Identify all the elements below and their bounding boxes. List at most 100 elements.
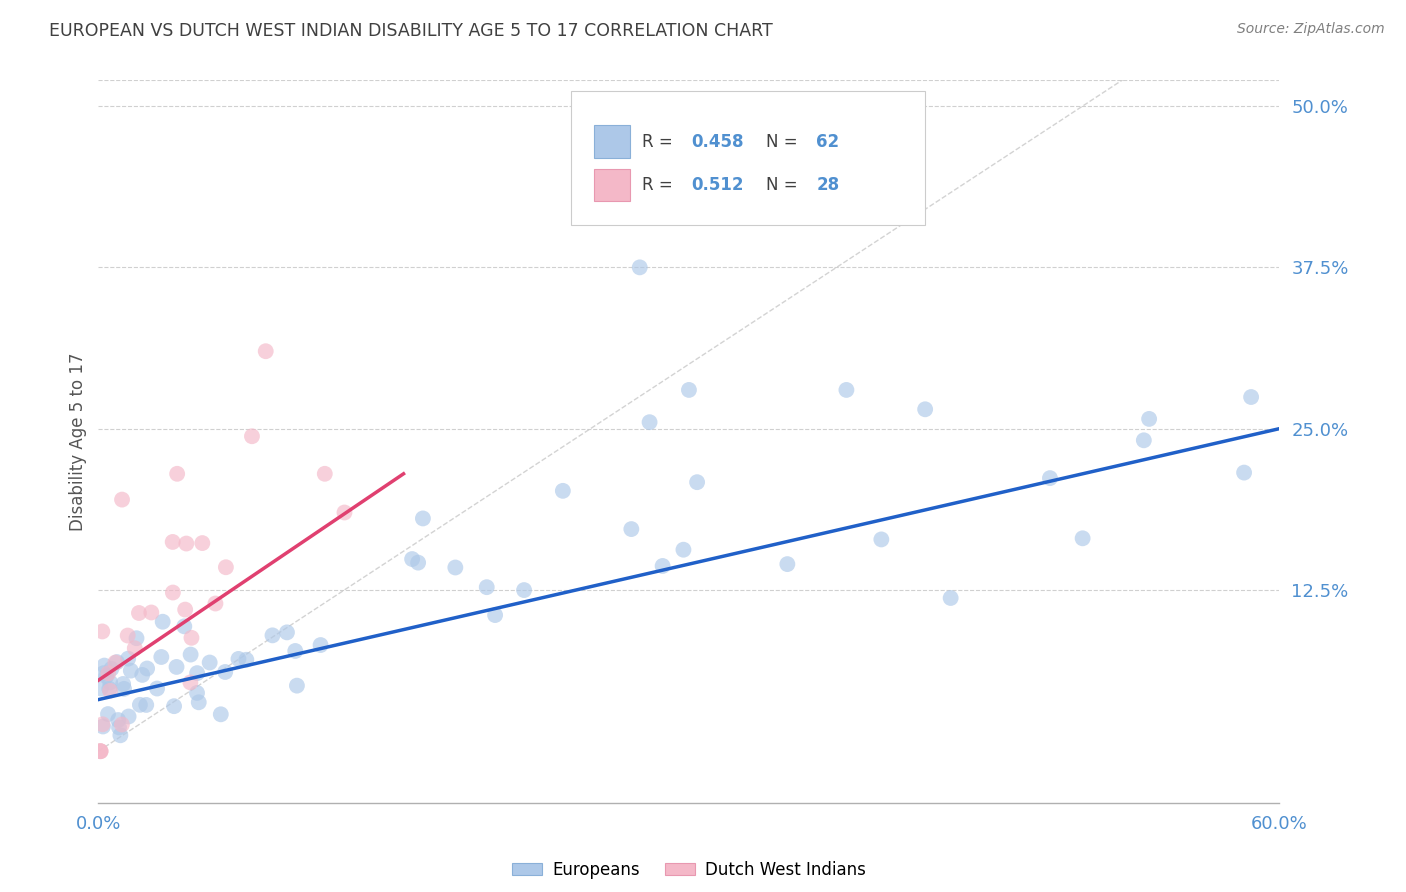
Text: Source: ZipAtlas.com: Source: ZipAtlas.com xyxy=(1237,22,1385,37)
Europeans xyxy=(309,638,332,652)
Europeans xyxy=(475,580,498,594)
Europeans xyxy=(209,707,232,722)
Dutch West Indians xyxy=(98,683,121,698)
Europeans xyxy=(117,709,139,723)
Dutch West Indians xyxy=(141,606,163,620)
Europeans xyxy=(146,681,169,696)
Dutch West Indians xyxy=(89,744,111,758)
Europeans xyxy=(187,695,209,709)
Europeans xyxy=(112,681,135,696)
Europeans xyxy=(276,625,298,640)
Europeans xyxy=(228,652,250,666)
Europeans xyxy=(513,583,536,598)
Dutch West Indians xyxy=(111,717,134,731)
Europeans xyxy=(914,402,936,417)
Europeans xyxy=(150,650,173,665)
Europeans xyxy=(672,542,695,557)
Text: N =: N = xyxy=(766,176,803,194)
Dutch West Indians xyxy=(179,675,201,690)
Europeans xyxy=(870,533,893,547)
Europeans xyxy=(180,648,202,662)
FancyBboxPatch shape xyxy=(595,126,630,158)
Text: R =: R = xyxy=(641,133,678,151)
Europeans xyxy=(129,698,152,712)
Europeans xyxy=(285,679,308,693)
Text: 0.458: 0.458 xyxy=(692,133,744,151)
Europeans xyxy=(551,483,574,498)
Europeans xyxy=(484,608,506,623)
Europeans xyxy=(186,686,208,700)
Europeans xyxy=(136,661,159,675)
Text: EUROPEAN VS DUTCH WEST INDIAN DISABILITY AGE 5 TO 17 CORRELATION CHART: EUROPEAN VS DUTCH WEST INDIAN DISABILITY… xyxy=(49,22,773,40)
Europeans xyxy=(90,681,112,696)
Dutch West Indians xyxy=(176,536,198,550)
Dutch West Indians xyxy=(204,597,226,611)
FancyBboxPatch shape xyxy=(595,169,630,202)
Dutch West Indians xyxy=(128,606,150,620)
Europeans xyxy=(1133,434,1156,448)
Dutch West Indians xyxy=(314,467,336,481)
Europeans xyxy=(686,475,709,490)
Europeans xyxy=(131,668,153,682)
Europeans xyxy=(100,662,122,676)
Europeans xyxy=(186,666,208,681)
Europeans xyxy=(1039,471,1062,485)
Europeans xyxy=(678,383,700,397)
Europeans xyxy=(108,720,131,734)
Europeans xyxy=(120,664,142,678)
Dutch West Indians xyxy=(91,624,114,639)
Europeans xyxy=(235,653,257,667)
Dutch West Indians xyxy=(191,536,214,550)
Europeans xyxy=(1240,390,1263,404)
Europeans xyxy=(638,415,661,429)
Europeans xyxy=(91,719,114,733)
Europeans xyxy=(98,675,121,690)
Dutch West Indians xyxy=(91,717,114,731)
Europeans xyxy=(125,632,148,646)
Europeans xyxy=(835,383,858,397)
Text: 28: 28 xyxy=(817,176,839,194)
Europeans xyxy=(406,556,429,570)
Dutch West Indians xyxy=(180,631,202,645)
Europeans xyxy=(620,522,643,536)
Europeans xyxy=(262,628,284,642)
Dutch West Indians xyxy=(89,744,111,758)
Dutch West Indians xyxy=(174,602,197,616)
Text: 62: 62 xyxy=(817,133,839,151)
Europeans xyxy=(152,615,174,629)
Europeans xyxy=(766,209,789,223)
Europeans xyxy=(163,699,186,714)
Dutch West Indians xyxy=(104,656,127,670)
Europeans xyxy=(98,681,121,696)
Europeans xyxy=(444,560,467,574)
Europeans xyxy=(93,666,115,681)
Dutch West Indians xyxy=(90,744,112,758)
Europeans xyxy=(214,665,236,679)
Europeans xyxy=(628,260,651,275)
Europeans xyxy=(93,658,115,673)
Europeans xyxy=(173,619,195,633)
Europeans xyxy=(284,644,307,658)
Dutch West Indians xyxy=(117,628,139,642)
Dutch West Indians xyxy=(124,641,146,656)
Europeans xyxy=(198,656,221,670)
Dutch West Indians xyxy=(97,666,120,681)
Europeans xyxy=(117,651,139,665)
Dutch West Indians xyxy=(215,560,238,574)
Text: 0.512: 0.512 xyxy=(692,176,744,194)
Europeans xyxy=(96,669,118,683)
Europeans xyxy=(1137,412,1160,426)
Europeans xyxy=(135,698,157,712)
Dutch West Indians xyxy=(333,506,356,520)
Europeans xyxy=(110,728,132,742)
Europeans xyxy=(939,591,962,605)
Dutch West Indians xyxy=(240,429,263,443)
Dutch West Indians xyxy=(162,585,184,599)
Europeans xyxy=(776,557,799,571)
Text: R =: R = xyxy=(641,176,678,194)
Text: N =: N = xyxy=(766,133,803,151)
Dutch West Indians xyxy=(111,492,134,507)
FancyBboxPatch shape xyxy=(571,91,925,225)
Europeans xyxy=(651,558,673,573)
Dutch West Indians xyxy=(254,344,277,359)
